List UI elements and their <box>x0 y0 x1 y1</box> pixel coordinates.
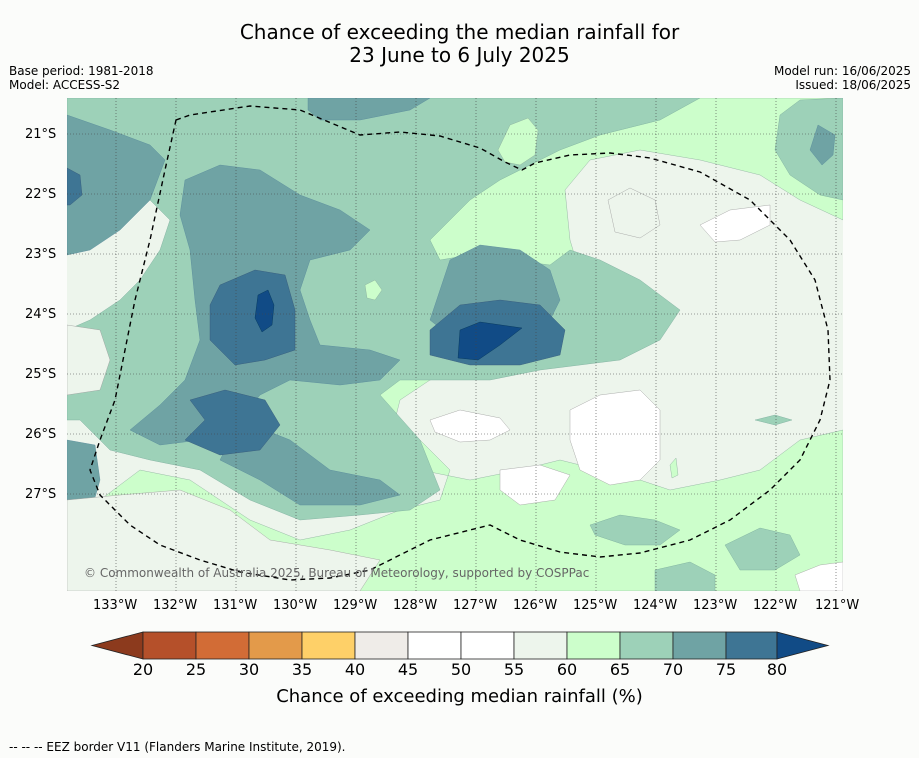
colorbar-tick-50: 50 <box>450 660 472 679</box>
colorbar-tick-35: 35 <box>291 660 313 679</box>
lon-tick-130w: 130°W <box>273 598 318 613</box>
contour-75-80-b <box>184 389 281 456</box>
issued-text: Issued: 18/06/2025 <box>795 78 911 92</box>
colorbar-tick-70: 70 <box>662 660 684 679</box>
eez-legend-note: -- -- -- EEZ border V11 (Flanders Marine… <box>9 740 346 754</box>
colorbar-bin-50-55 <box>460 631 515 660</box>
lon-tick-131w: 131°W <box>213 598 258 613</box>
lon-tick-123w: 123°W <box>693 598 738 613</box>
colorbar <box>90 631 830 660</box>
contour-60-65-island-c <box>669 457 679 479</box>
lon-tick-125w: 125°W <box>573 598 618 613</box>
colorbar-high-arrow <box>776 631 830 660</box>
colorbar-tick-80: 80 <box>766 660 788 679</box>
colorbar-bin-65-70 <box>619 631 674 660</box>
colorbar-tick-30: 30 <box>238 660 260 679</box>
colorbar-tick-40: 40 <box>344 660 366 679</box>
lon-tick-132w: 132°W <box>153 598 198 613</box>
colorbar-bin-60-65 <box>566 631 621 660</box>
lon-tick-133w: 133°W <box>93 598 138 613</box>
colorbar-tick-20: 20 <box>132 660 154 679</box>
contour-60-65-island-b <box>364 279 383 301</box>
base-period-text: Base period: 1981-2018 <box>9 64 154 78</box>
contour-45-55-c <box>499 464 571 506</box>
colorbar-bin-40-45 <box>354 631 409 660</box>
lat-tick-27s: 27°S <box>25 487 57 502</box>
lon-tick-121w: 121°W <box>815 598 860 613</box>
lon-tick-129w: 129°W <box>333 598 378 613</box>
contour-field <box>67 98 843 591</box>
lat-tick-24s: 24°S <box>25 307 57 322</box>
contour-70-75-ne <box>809 124 836 166</box>
contour-45-55-e <box>794 561 843 591</box>
model-text: Model: ACCESS-S2 <box>9 78 121 92</box>
colorbar-tick-75: 75 <box>715 660 737 679</box>
lat-tick-22s: 22°S <box>25 187 57 202</box>
contour-above-80-a <box>254 289 275 333</box>
colorbar-bin-75-80 <box>725 631 778 660</box>
colorbar-tick-55: 55 <box>503 660 525 679</box>
contour-55-60-w-b <box>67 489 381 591</box>
colorbar-tick-65: 65 <box>609 660 631 679</box>
colorbar-bin-30-35 <box>248 631 303 660</box>
colorbar-label: Chance of exceeding median rainfall (%) <box>276 686 643 707</box>
lon-tick-126w: 126°W <box>513 598 558 613</box>
map-title-line2: 23 June to 6 July 2025 <box>349 43 570 67</box>
lon-tick-128w: 128°W <box>393 598 438 613</box>
contour-65-70-ne <box>774 98 843 201</box>
colorbar-bin-25-30 <box>195 631 250 660</box>
colorbar-tick-25: 25 <box>185 660 207 679</box>
lat-tick-25s: 25°S <box>25 367 57 382</box>
lon-tick-127w: 127°W <box>453 598 498 613</box>
contour-55-60-ne <box>607 187 661 239</box>
lat-tick-26s: 26°S <box>25 427 57 442</box>
colorbar-bin-70-75 <box>672 631 727 660</box>
grid-lines <box>67 98 843 591</box>
eez-border <box>89 105 831 581</box>
contour-70-75-top <box>307 98 431 121</box>
contour-65-70-se-b <box>724 527 801 571</box>
contour-45-55-d <box>699 204 771 243</box>
contour-65-70-small <box>754 414 793 426</box>
contour-75-80-a <box>209 269 296 366</box>
colorbar-bin-55-60 <box>513 631 568 660</box>
contour-75-80-west-edge <box>67 167 83 206</box>
lon-tick-122w: 122°W <box>753 598 798 613</box>
colorbar-bin-45-50 <box>407 631 462 660</box>
colorbar-low-arrow <box>90 631 144 660</box>
map-title-line1: Chance of exceeding the median rainfall … <box>239 20 680 44</box>
lat-tick-23s: 23°S <box>25 247 57 262</box>
colorbar-tick-60: 60 <box>556 660 578 679</box>
contour-65-70-se-a <box>589 514 681 546</box>
contour-45-55-b <box>569 389 661 486</box>
lon-tick-124w: 124°W <box>633 598 678 613</box>
colorbar-tick-45: 45 <box>397 660 419 679</box>
colorbar-bin-20-25 <box>142 631 197 660</box>
model-run-text: Model run: 16/06/2025 <box>773 64 911 78</box>
copyright-text: © Commonwealth of Australia 2025, Bureau… <box>84 566 590 580</box>
contour-above-80-b <box>457 321 523 361</box>
contour-65-70-se-c <box>654 561 716 591</box>
lat-tick-21s: 21°S <box>25 127 57 142</box>
colorbar-bin-35-40 <box>301 631 356 660</box>
contour-55-60-w-a <box>67 324 111 396</box>
